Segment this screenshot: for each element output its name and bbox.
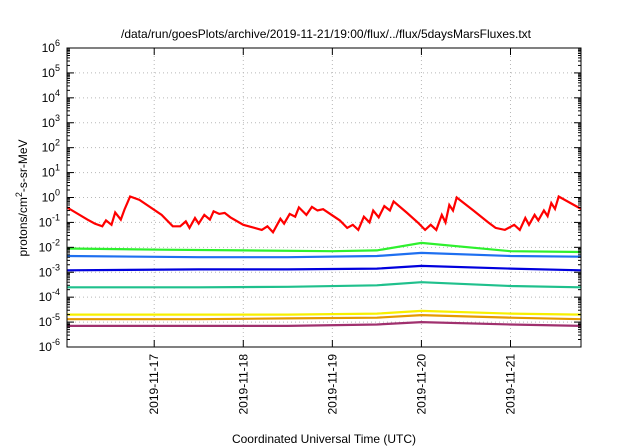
y-tick-label-exp: 3 [55,113,60,123]
series-line-7 [67,313,581,321]
series-line-6 [67,309,581,316]
y-tick-label-base: 10 [42,166,56,180]
series-line-5 [67,281,581,289]
x-axis-label: Coordinated Universal Time (UTC) [232,432,416,446]
y-tick-label-exp: 1 [55,163,60,173]
y-tick-label: 105 [42,63,60,80]
y-tick-label: 10-6 [39,337,60,354]
series-line-2 [67,241,581,254]
y-tick-label-exp: -2 [52,237,60,247]
y-tick-label: 101 [42,163,60,180]
x-tick-label: 2019-11-17 [147,354,161,415]
y-tick-label-exp: -3 [52,262,60,272]
y-tick-label-base: 10 [39,265,53,279]
y-tick-label-base: 10 [39,315,53,329]
y-axis-label-sup: 2 [14,192,24,197]
y-tick-label: 106 [42,38,60,55]
y-tick-label: 103 [42,113,60,130]
y-tick-label-exp: 5 [55,63,60,73]
y-tick-label-base: 10 [42,141,56,155]
y-tick-label-exp: -6 [52,337,60,347]
series-group [67,194,581,327]
y-tick-label-base: 10 [39,290,53,304]
y-tick-label-exp: -4 [52,287,60,297]
series-line-3 [67,251,581,259]
y-tick-label-base: 10 [42,191,56,205]
y-tick-label-exp: 0 [55,188,60,198]
x-tick-label: 2019-11-18 [236,354,250,415]
chart-title: /data/run/goesPlots/archive/2019-11-21/1… [121,27,532,41]
y-axis-label-rest: -s-sr-MeV [16,139,30,192]
y-tick-label: 10-5 [39,312,60,329]
y-tick-label-exp: 2 [55,138,60,148]
y-tick-label-base: 10 [42,66,56,80]
series-line-1 [67,194,581,235]
y-tick-label: 10-4 [39,287,60,304]
y-tick-label-base: 10 [39,340,53,354]
y-axis: 10-610-510-410-310-210-11001011021031041… [39,38,581,354]
y-tick-label-base: 10 [42,91,56,105]
y-axis-label-base: protons/cm [16,197,30,256]
y-tick-label: 104 [42,88,60,105]
y-tick-label-exp: 6 [55,38,60,48]
grid [67,48,581,347]
y-tick-label-base: 10 [39,240,53,254]
series-line-8 [67,320,581,327]
x-tick-label: 2019-11-20 [414,354,428,415]
series-line-4 [67,264,581,272]
y-tick-label-exp: 4 [55,88,60,98]
y-axis-label: protons/cm2-s-sr-MeV [14,139,30,256]
x-axis: 2019-11-17 2019-11-18 2019-11-19 2019-11-20… [147,48,517,415]
y-tick-label: 10-2 [39,237,60,254]
y-tick-label-exp: -5 [52,312,60,322]
y-tick-label-base: 10 [42,116,56,130]
y-tick-label: 10-3 [39,262,60,279]
x-tick-label: 2019-11-21 [503,354,517,415]
y-tick-label: 100 [42,188,60,205]
y-tick-label-base: 10 [39,215,53,229]
y-tick-label: 10-1 [39,212,60,229]
y-tick-label-exp: -1 [52,212,60,222]
y-tick-label-base: 10 [42,41,56,55]
y-tick-label: 102 [42,138,60,155]
x-tick-label: 2019-11-19 [325,354,339,415]
